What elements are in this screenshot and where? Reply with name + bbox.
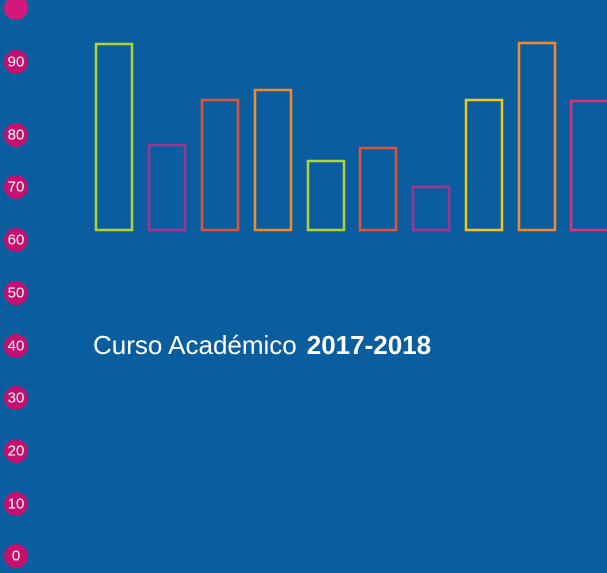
scale-dot (4, 175, 28, 199)
scale-dot (4, 544, 28, 568)
scale-label: 20 (8, 443, 25, 460)
bar (358, 146, 398, 232)
scale-dot (4, 492, 28, 516)
scale-dot (4, 386, 28, 410)
scale-dot (4, 123, 28, 147)
scale-label: 0 (12, 548, 20, 565)
scale-label: 80 (8, 127, 25, 144)
heading-text: Curso Académico (93, 330, 297, 360)
scale-label: 90 (8, 54, 25, 71)
scale-dot (4, 439, 28, 463)
scale-label: 30 (8, 390, 25, 407)
scale-dot (4, 50, 28, 74)
bar (517, 41, 557, 232)
bar (306, 159, 346, 232)
scale-label: 50 (8, 285, 25, 302)
top-dot (4, 0, 28, 20)
scale-label: 70 (8, 179, 25, 196)
scale-label: 40 (8, 338, 25, 355)
bar (569, 99, 607, 232)
heading: Curso Académico 2017-2018 (93, 330, 431, 360)
bar (411, 185, 451, 232)
decorative-bars (94, 41, 607, 232)
scale-dots: 90 80 70 60 50 40 30 20 10 0 (4, 50, 28, 568)
bar (94, 42, 134, 232)
bar (147, 143, 187, 232)
bar (253, 88, 293, 232)
scale-dot (4, 228, 28, 252)
scale-dot (4, 281, 28, 305)
bar (200, 98, 240, 232)
bar (464, 98, 504, 232)
scale-label: 60 (8, 232, 25, 249)
heading-year: 2017-2018 (307, 330, 431, 360)
scale-dot (4, 334, 28, 358)
scale-label: 10 (8, 496, 25, 513)
